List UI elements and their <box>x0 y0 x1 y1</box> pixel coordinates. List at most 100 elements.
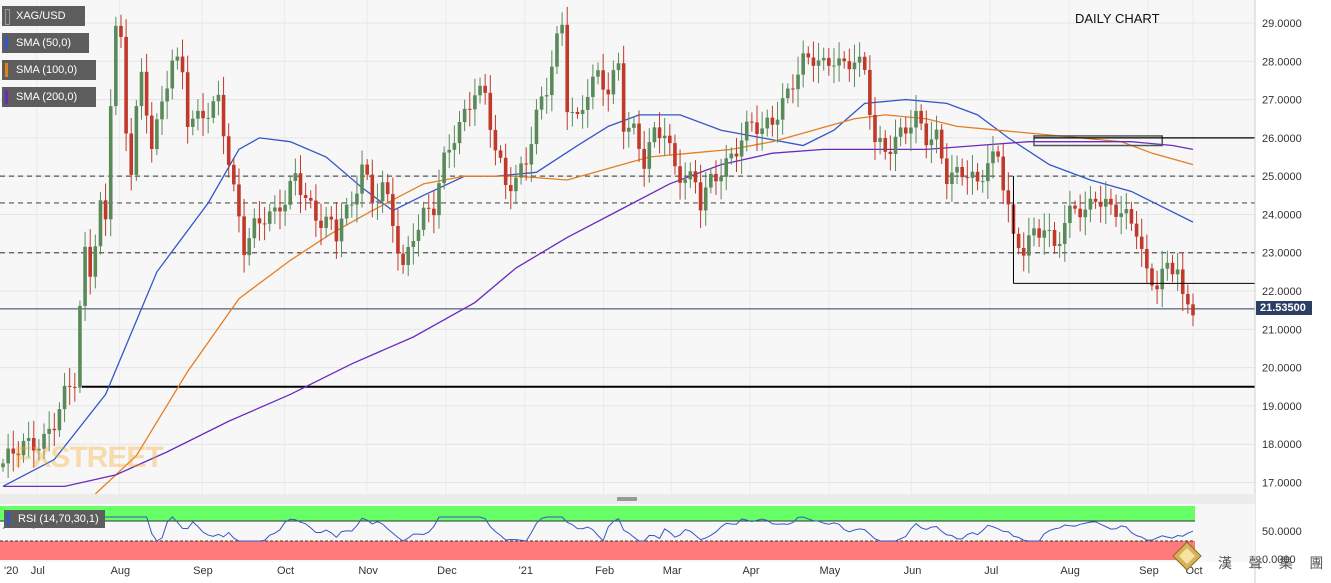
candle-body <box>93 246 98 277</box>
candle-body <box>273 207 277 212</box>
candle-body <box>857 56 862 63</box>
legend-sma-100[interactable]: SMA (100,0) <box>2 60 96 80</box>
last-price-tag: 21.53500 <box>1256 301 1312 315</box>
candle-body <box>1129 209 1134 224</box>
candle-body <box>478 85 482 96</box>
candle-body <box>52 428 57 431</box>
series-color-swatch <box>7 512 10 526</box>
candle-body <box>852 62 857 70</box>
candle-body <box>893 136 898 154</box>
candle-body <box>1180 269 1185 294</box>
candle-body <box>939 129 944 159</box>
candle-body <box>796 74 800 90</box>
candle-body <box>370 174 375 203</box>
legend-sma-50[interactable]: SMA (50,0) <box>2 33 89 53</box>
candle-body <box>1078 208 1082 218</box>
annotations <box>1012 135 1255 284</box>
candle-body <box>319 220 323 228</box>
candle-body <box>811 57 816 66</box>
candle-body <box>149 115 154 150</box>
candle-body <box>575 111 580 115</box>
x-tick-label: Nov <box>358 565 378 577</box>
series-color-swatch <box>5 90 8 104</box>
candle-body <box>114 25 118 107</box>
candle-body <box>283 204 287 212</box>
x-tick-label: Aug <box>1060 565 1080 577</box>
horizontal-levels <box>0 175 1255 388</box>
brand-logo-text: 漢 聲 集 團 <box>1218 556 1330 572</box>
rsi-line <box>2 516 1194 542</box>
candle-body <box>447 149 452 153</box>
y-tick-label: 19.0000 <box>1262 401 1302 413</box>
candle-body <box>411 240 416 247</box>
candle-body <box>385 182 390 195</box>
candle-body <box>903 127 908 134</box>
candle-body <box>252 218 257 239</box>
candle-body <box>565 24 570 113</box>
candle-body <box>898 127 903 137</box>
candle-body <box>909 127 913 134</box>
candle-body <box>416 229 421 241</box>
candle-body <box>324 216 328 228</box>
candle-body <box>308 197 313 201</box>
candles <box>1 6 1195 478</box>
candle-body <box>298 173 303 196</box>
candle-body <box>1134 223 1139 237</box>
candle-body <box>775 119 780 125</box>
candle-body <box>842 58 847 62</box>
candle-body <box>232 164 236 185</box>
x-tick-label: Jun <box>904 565 922 577</box>
candle-body <box>709 173 713 188</box>
sma-line <box>94 114 1194 495</box>
pane-resize-handle[interactable] <box>617 497 637 501</box>
x-tick-label: Jul <box>984 565 998 577</box>
x-axis: '20 Jul Aug Sep Oct Nov Dec '21 Feb Mar Apr May Jun J… <box>4 565 1203 577</box>
candle-body <box>524 163 528 165</box>
candle-body <box>226 136 231 165</box>
candle-body <box>734 153 739 157</box>
candle-body <box>421 207 426 230</box>
candle-body <box>821 57 826 61</box>
candle-body <box>544 95 549 97</box>
candle-body <box>1062 222 1067 244</box>
candle-body <box>965 177 970 179</box>
candle-body <box>344 204 349 219</box>
candle-body <box>257 218 262 224</box>
candle-body <box>1006 190 1011 205</box>
rsi-tick-label: 0.0000 <box>1262 554 1296 566</box>
candle-body <box>437 183 441 216</box>
candle-body <box>698 182 703 211</box>
candle-body <box>647 142 652 169</box>
candle-body <box>452 143 457 150</box>
rsi-label-text: RSI (14,70,30,1) <box>18 513 99 525</box>
candle-body <box>103 200 108 220</box>
y-tick-label: 22.0000 <box>1262 286 1302 298</box>
candle-body <box>180 56 185 73</box>
candle-body <box>1057 243 1062 246</box>
candle-body <box>944 158 949 185</box>
candle-body <box>247 238 252 256</box>
candle-body <box>42 433 46 449</box>
candle-body <box>960 167 964 178</box>
candle-body <box>47 428 51 434</box>
candle-body <box>175 56 180 61</box>
candle-body <box>591 76 595 98</box>
candle-body <box>1032 228 1036 236</box>
candle-body <box>760 128 764 134</box>
series-color-swatch <box>5 36 8 50</box>
candle-body <box>329 216 334 220</box>
candle-body <box>1047 229 1052 231</box>
legend-sma-200[interactable]: SMA (200,0) <box>2 87 96 107</box>
rsi-legend[interactable]: RSI (14,70,30,1) <box>4 510 105 528</box>
candle-body <box>190 118 195 127</box>
candle-body <box>365 164 369 175</box>
y-tick-label: 23.0000 <box>1262 248 1302 260</box>
candle-body <box>185 72 190 127</box>
candle-body <box>1068 205 1072 223</box>
candle-body <box>339 218 344 242</box>
x-tick-label: '20 <box>4 565 18 577</box>
candle-body <box>888 151 893 154</box>
series-color-swatch <box>5 9 10 25</box>
legend-xagusd[interactable]: XAG/USD <box>2 6 85 26</box>
